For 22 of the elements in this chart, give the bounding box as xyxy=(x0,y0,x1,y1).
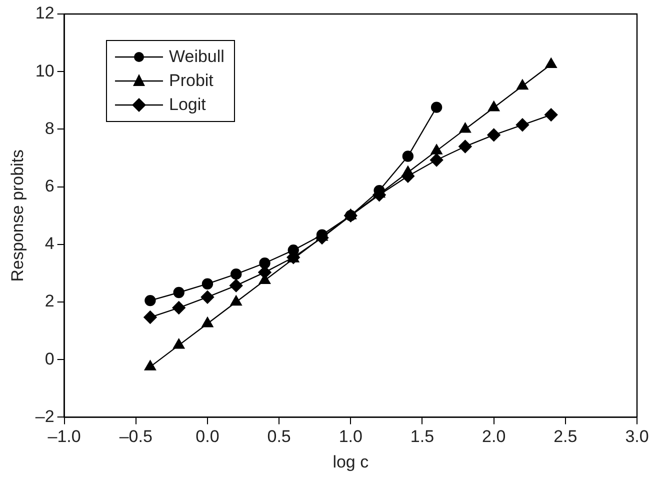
legend-label: Probit xyxy=(169,71,214,91)
x-tick-label: 0.0 xyxy=(196,427,220,446)
x-tick-label: 1.5 xyxy=(410,427,434,446)
legend-label: Weibull xyxy=(169,47,224,67)
y-axis-title: Response probits xyxy=(8,149,27,282)
x-tick-label: 1.0 xyxy=(338,427,362,446)
x-tick-label: –1.0 xyxy=(48,427,81,446)
x-tick-label: –0.5 xyxy=(119,427,152,446)
y-tick-label: 4 xyxy=(44,234,54,254)
legend-label: Logit xyxy=(169,95,206,115)
x-tick-label: 0.5 xyxy=(267,427,291,446)
y-tick-label: –2 xyxy=(35,406,54,426)
y-tick-label: 6 xyxy=(44,176,54,196)
y-tick-label: 8 xyxy=(44,118,54,138)
x-tick-label: 3.0 xyxy=(625,427,649,446)
x-tick-label: 2.5 xyxy=(554,427,578,446)
y-tick-label: 2 xyxy=(44,292,54,311)
y-tick-label: 10 xyxy=(35,61,54,80)
x-axis-title: log c xyxy=(332,452,370,472)
y-tick-label: 12 xyxy=(35,4,54,23)
y-tick-label: 0 xyxy=(44,349,54,368)
x-tick-label: 2.0 xyxy=(482,427,506,446)
